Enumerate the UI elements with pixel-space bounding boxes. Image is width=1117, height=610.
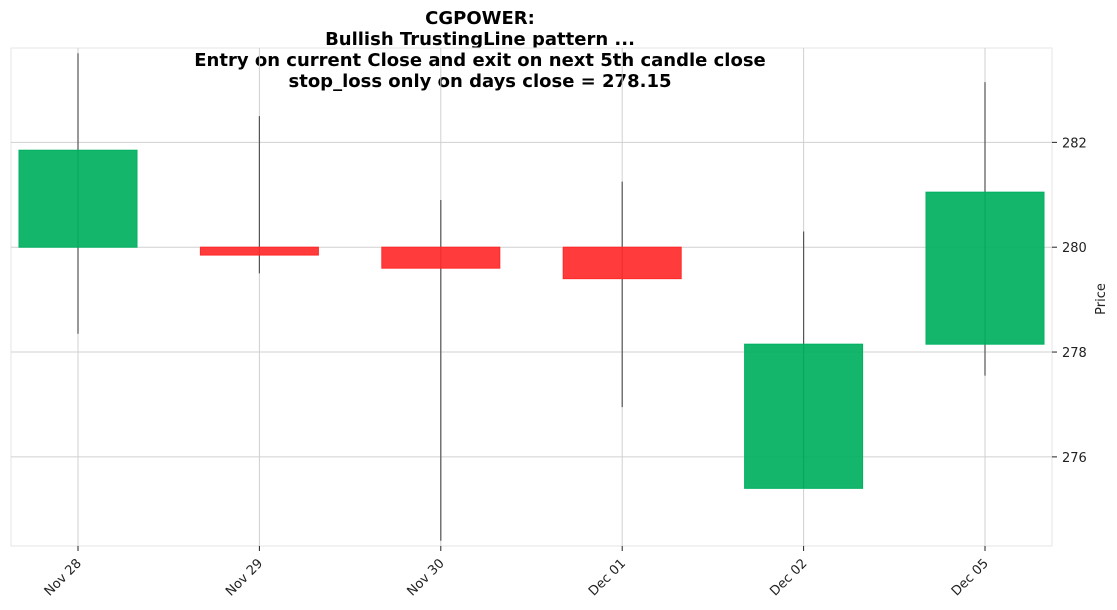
candle-body	[18, 149, 138, 248]
candle-body	[744, 343, 864, 489]
x-tick-label: Nov 28	[42, 556, 85, 599]
title-line-4: stop_loss only on days close = 278.15	[288, 71, 672, 92]
grid-layer	[10, 47, 1053, 547]
candle-body	[381, 246, 501, 269]
candle-body	[199, 246, 319, 256]
candle-body	[562, 246, 682, 280]
chart-title: CGPOWER: Bullish TrustingLine pattern ..…	[0, 8, 960, 92]
title-line-3: Entry on current Close and exit on next …	[194, 50, 766, 71]
x-tick-label: Nov 29	[223, 556, 266, 599]
x-tick-label: Nov 30	[404, 556, 447, 599]
x-tick-label: Dec 01	[586, 556, 629, 599]
title-line-2: Bullish TrustingLine pattern ...	[325, 29, 635, 50]
x-tick-label: Dec 05	[949, 556, 992, 599]
y-tick-label: 282	[1062, 136, 1087, 151]
plot-frame	[10, 47, 1053, 547]
title-line-1: CGPOWER:	[425, 8, 535, 29]
candle-body	[925, 191, 1045, 345]
y-tick-label: 276	[1062, 451, 1087, 466]
y-axis-label: Price	[1094, 283, 1109, 315]
x-tick-label: Dec 02	[767, 556, 810, 599]
y-tick-label: 280	[1062, 241, 1087, 256]
y-tick-label: 278	[1062, 346, 1087, 361]
candle-layer	[18, 53, 1045, 541]
